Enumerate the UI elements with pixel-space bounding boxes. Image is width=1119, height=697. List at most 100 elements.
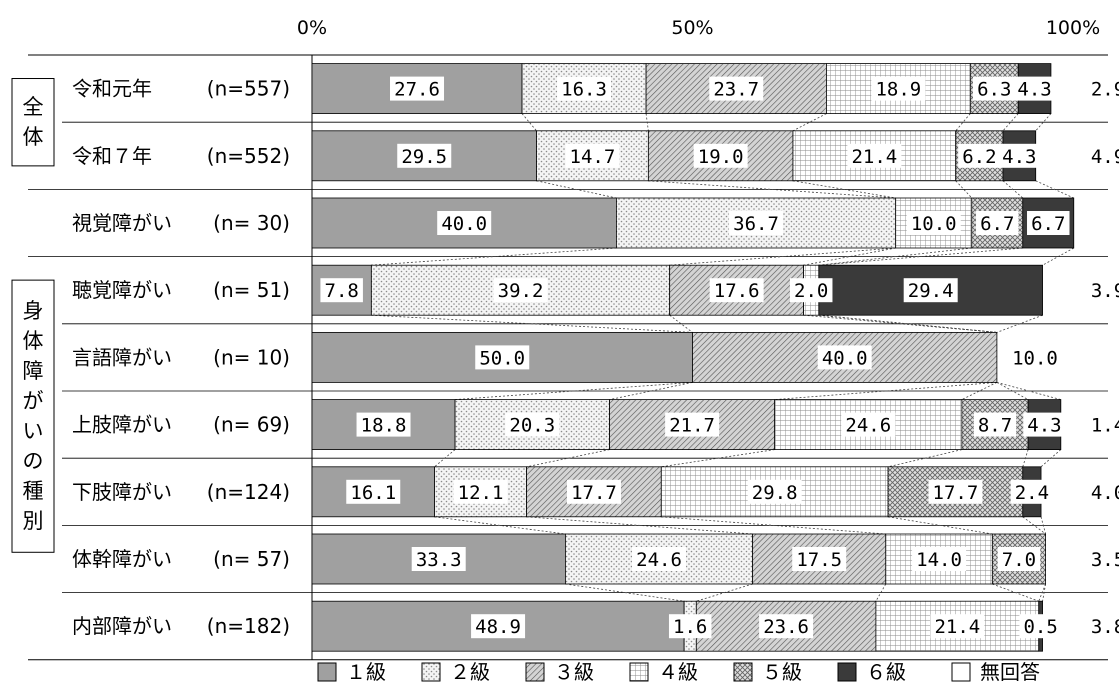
data-label: 16.3 [561, 79, 607, 101]
data-label: 4.3 [1027, 415, 1061, 437]
data-label-bg [437, 211, 492, 235]
data-label-bg [998, 143, 1041, 168]
data-label-bg [789, 278, 833, 303]
bar-segment [311, 63, 523, 114]
data-label-bg [729, 211, 784, 235]
group-box [11, 78, 55, 167]
group-label-char: の [23, 449, 44, 473]
connector-line [803, 314, 997, 333]
data-label: 1.6 [673, 616, 707, 638]
data-label-bg [709, 278, 764, 303]
data-label: 6.2 [962, 146, 996, 168]
group-label-char: 障 [23, 359, 44, 383]
data-label-bg [976, 211, 1019, 235]
group-label-char: い [23, 419, 44, 443]
category-label: 体幹障がい [72, 547, 172, 571]
category-n-label: (n= 10) [213, 345, 290, 369]
connector-line [1022, 516, 1046, 535]
connector-line [961, 382, 998, 400]
data-label-bg [411, 547, 466, 571]
legend-label: ４級 [658, 660, 698, 684]
data-label: 50.0 [479, 347, 525, 369]
data-label-bg [1027, 211, 1070, 235]
data-label: 23.6 [763, 616, 809, 638]
legend-swatch [837, 662, 857, 682]
data-label-bg [632, 547, 687, 571]
connector-line [792, 180, 896, 199]
data-label: 18.8 [361, 415, 407, 437]
connector-line [992, 583, 1039, 602]
connector-line [1040, 516, 1046, 535]
data-label: 17.5 [796, 549, 842, 571]
data-label-bg [841, 412, 896, 437]
data-label: 48.9 [475, 616, 521, 638]
legend-swatch [421, 662, 441, 682]
data-label-bg [903, 278, 958, 303]
data-label: 2.9 [1091, 79, 1119, 101]
connector-line [996, 382, 1029, 400]
data-label-bg [346, 479, 401, 504]
category-label: 下肢障がい [72, 480, 172, 504]
category-n-label: (n=557) [207, 77, 290, 101]
data-label: 3.9 [1091, 280, 1119, 302]
legend-label: 無回答 [980, 660, 1040, 684]
connector-line [996, 314, 1043, 333]
category-label: 令和７年 [72, 144, 152, 168]
data-label: 7.8 [325, 280, 359, 302]
data-label: 14.7 [570, 146, 616, 168]
category-label: 言語障がい [72, 345, 172, 369]
connector-line [669, 314, 693, 333]
data-label-bg [390, 76, 445, 101]
group-label-char: 体 [23, 329, 44, 353]
group-box [11, 279, 55, 553]
data-label-bg [453, 479, 508, 504]
connector-line [1022, 449, 1029, 467]
x-tick-label: 100% [1046, 17, 1100, 39]
bar-segment [370, 264, 671, 316]
data-label-bg [847, 143, 902, 168]
connector-line [434, 449, 456, 468]
data-label-bg [997, 547, 1041, 571]
data-label-bg [397, 143, 452, 168]
data-label-bg [912, 547, 967, 571]
group-label-char: が [23, 389, 44, 413]
category-n-label: (n= 69) [213, 413, 290, 437]
data-label-bg [557, 76, 612, 101]
data-label: 10.0 [911, 213, 957, 235]
data-label-bg [792, 547, 847, 571]
data-label: 21.4 [851, 146, 897, 168]
data-label-bg [1010, 479, 1054, 504]
category-n-label: (n=182) [207, 614, 290, 638]
data-label-bg [747, 479, 802, 504]
connector-line [887, 449, 962, 468]
legend-label: ５級 [762, 660, 802, 684]
legend-label: ２級 [450, 660, 490, 684]
data-label: 19.0 [698, 146, 744, 168]
data-label: 20.3 [509, 415, 555, 437]
connector-line [661, 449, 775, 468]
connector-line [371, 314, 693, 333]
legend-swatch [733, 662, 753, 682]
connector-line [1040, 449, 1062, 468]
data-label-bg [665, 412, 720, 437]
group-label-char: 全 [23, 95, 44, 119]
data-label-bg [471, 614, 526, 639]
data-label-bg [475, 345, 530, 370]
data-label: 17.6 [714, 280, 760, 302]
connector-line [818, 247, 972, 266]
data-label-bg [930, 614, 985, 639]
data-label-bg [871, 76, 926, 101]
connector-line [526, 516, 753, 535]
data-label: 36.7 [733, 213, 779, 235]
data-label: 4.3 [1002, 146, 1036, 168]
data-label-bg [973, 412, 1017, 437]
data-label: 29.4 [908, 280, 954, 302]
data-label: 10.0 [1012, 347, 1058, 369]
category-label: 上肢障がい [72, 413, 172, 437]
x-tick-label: 50% [671, 17, 713, 39]
group-label-char: 身 [23, 299, 44, 323]
data-label-bg [505, 412, 560, 437]
category-n-label: (n=552) [207, 144, 290, 168]
data-label-bg [1013, 76, 1056, 101]
group-label-char: 別 [23, 509, 44, 533]
